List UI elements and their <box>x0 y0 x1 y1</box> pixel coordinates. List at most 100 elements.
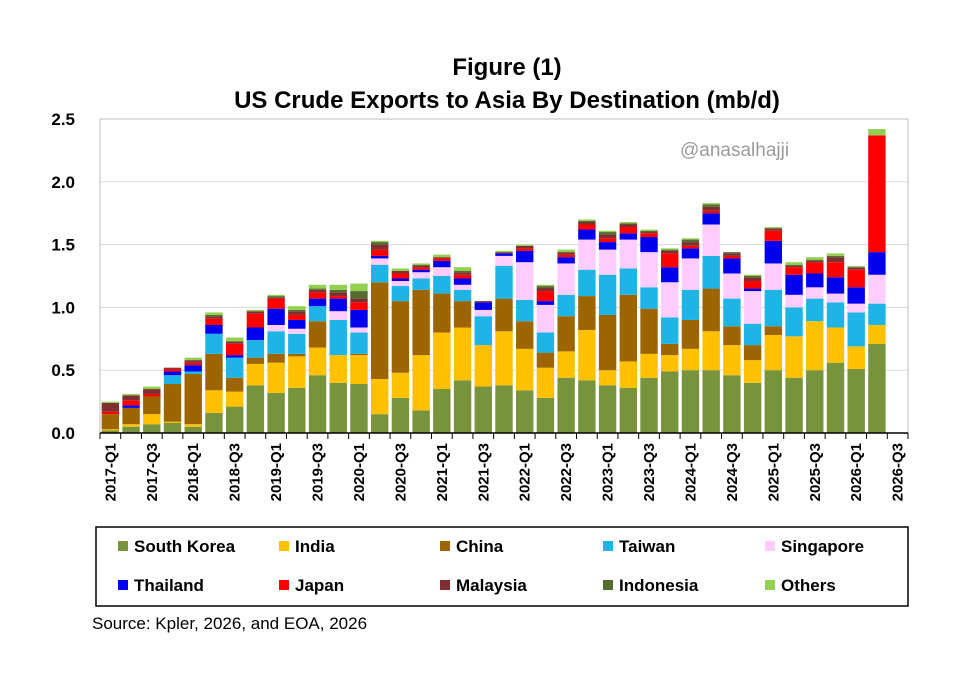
bar-segment <box>391 273 410 279</box>
bar-segment <box>826 262 845 278</box>
bar-segment <box>495 385 513 433</box>
bar-segment <box>743 276 762 278</box>
bar-segment <box>826 255 845 258</box>
bar-segment <box>785 262 803 265</box>
bar-segment <box>557 263 575 295</box>
bar-segment <box>640 230 658 233</box>
bar-segment <box>619 221 638 224</box>
bar-segment <box>785 336 803 378</box>
bar-segment <box>661 317 679 344</box>
bar-segment <box>578 269 596 297</box>
bar-segment <box>661 253 679 268</box>
bar-segment <box>557 252 575 255</box>
bar-segment <box>826 362 845 433</box>
bar-segment <box>433 276 451 294</box>
bar-segment <box>868 303 886 325</box>
y-tick-label: 1.5 <box>51 236 75 255</box>
bar-segment <box>412 264 430 266</box>
bar-segment <box>743 274 762 276</box>
bar-segment <box>246 313 265 328</box>
bar-segment <box>640 353 658 378</box>
bar-segment <box>308 288 327 290</box>
bar-segment <box>267 324 285 332</box>
bar-segment <box>267 362 285 393</box>
bar-segment <box>702 204 720 207</box>
bar-segment <box>847 346 865 369</box>
bar-segment <box>743 323 762 346</box>
bar-segment <box>557 257 575 264</box>
bar-segment <box>785 377 803 433</box>
legend-label: Malaysia <box>456 576 527 595</box>
bar-segment <box>764 335 783 371</box>
bar-segment <box>474 302 492 310</box>
bar-segment <box>578 219 596 221</box>
bar-segment <box>184 357 202 361</box>
bar-segment <box>184 360 202 363</box>
x-tick-label: 2021-Q1 <box>434 443 451 501</box>
bar-segment <box>640 252 658 288</box>
bar-segment <box>453 274 472 279</box>
bar-segment <box>329 289 347 293</box>
bar-segment <box>391 372 410 398</box>
bar-segment <box>847 303 865 313</box>
bar-segment <box>391 278 410 282</box>
bar-segment <box>661 282 679 318</box>
bar-segment <box>764 289 783 327</box>
bar-segment <box>598 230 617 233</box>
plot-area: 0.0 0.5 1.0 1.5 2.0 2.5 2017-Q1 2017-Q3 2018-Q1 2… <box>51 110 909 501</box>
bar-segment <box>868 324 886 344</box>
y-tick-label: 2.0 <box>51 173 75 192</box>
bar-segment <box>101 401 120 403</box>
bar-segment <box>101 402 120 412</box>
bar-segment <box>350 298 368 303</box>
bar-segment <box>785 307 803 337</box>
bar-segment <box>205 412 223 433</box>
bar-segment <box>246 340 265 358</box>
bar-segment <box>122 394 140 396</box>
bar-segment <box>495 298 513 332</box>
bar-segment <box>619 294 638 362</box>
bar-segment <box>723 255 741 259</box>
bar-segment <box>391 397 410 433</box>
bar-segment <box>557 316 575 352</box>
bar-segment <box>557 254 575 258</box>
x-tick-label: 2021-Q3 <box>475 443 492 501</box>
x-tick-label: 2020-Q3 <box>392 443 409 501</box>
bar-segment <box>412 355 430 411</box>
bar-segment <box>681 348 700 371</box>
bar-segment <box>350 291 368 299</box>
bar-segment <box>598 385 617 433</box>
bar-segment <box>370 242 389 245</box>
legend-swatch <box>603 580 613 590</box>
bar-segment <box>619 224 638 228</box>
bar-segment <box>288 328 306 334</box>
bar-segment <box>868 252 886 275</box>
bar-segment <box>329 296 347 299</box>
bar-segment <box>288 306 306 310</box>
bar-segment <box>536 291 555 302</box>
bar-segment <box>723 253 741 256</box>
bar-segment <box>184 426 202 433</box>
y-tick-label: 0.0 <box>51 424 75 443</box>
bar-segment <box>495 253 513 256</box>
bar-segment <box>370 258 389 265</box>
bar-segment <box>329 298 347 312</box>
bar-segment <box>826 293 845 303</box>
bar-segment <box>391 281 410 287</box>
bar-segment <box>350 302 368 310</box>
bar-segment <box>205 390 223 413</box>
bar-segment <box>661 343 679 356</box>
bar-segment <box>619 387 638 433</box>
bar-segment <box>826 253 845 256</box>
bar-segment <box>619 239 638 269</box>
bar-segment <box>536 284 555 287</box>
bar-segment <box>225 406 244 433</box>
bar-segment <box>163 368 182 372</box>
bar-segment <box>785 264 803 266</box>
bar-segment <box>516 390 534 433</box>
bar-segment <box>598 249 617 275</box>
bar-segment <box>557 377 575 433</box>
bar-segment <box>868 135 886 253</box>
legend-label: Indonesia <box>619 576 699 595</box>
bar-segment <box>267 392 285 433</box>
